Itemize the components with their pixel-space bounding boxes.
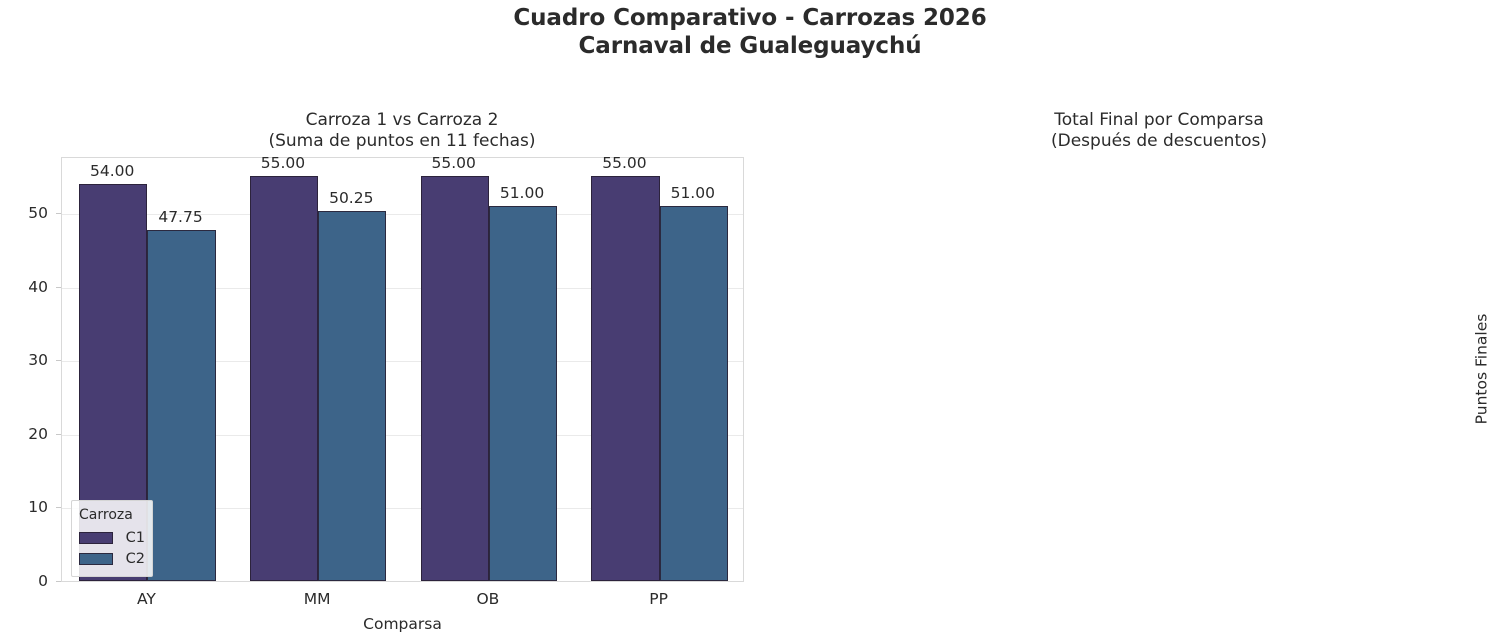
gridline [62, 214, 743, 216]
y-tick-mark [56, 286, 61, 288]
y-tick-label: 30 [28, 351, 48, 370]
right-chart-title-line-2: (Después de descuentos) [1051, 131, 1267, 151]
bar [488, 205, 558, 581]
legend-swatch [79, 531, 113, 544]
bar [659, 205, 728, 581]
bar-value-label: 50.25 [329, 189, 374, 208]
x-tick-label: AY [136, 590, 156, 608]
bar [147, 229, 216, 581]
y-tick-mark [56, 360, 61, 362]
bar [420, 176, 489, 581]
y-tick-label: 0 [38, 572, 48, 590]
gridline [62, 434, 743, 436]
suptitle-line-2: Carnaval de Gualeguaychú [578, 33, 922, 59]
gridline [62, 361, 743, 363]
gridline [62, 287, 743, 289]
suptitle-line-1: Cuadro Comparativo - Carrozas 2026 [513, 5, 987, 31]
legend: Carroza C1 C2 [71, 500, 153, 577]
y-tick-mark [56, 433, 61, 435]
bar-value-label: 55.00 [260, 154, 306, 173]
bar-value-label: 54.00 [90, 161, 135, 180]
right-y-axis-label: Puntos Finales [1472, 313, 1490, 424]
y-tick-mark [56, 213, 61, 215]
x-tick-label: OB [476, 590, 500, 608]
right-chart-title-line-1: Total Final por Comparsa [1054, 110, 1264, 130]
left-chart-title-line-1: Carroza 1 vs Carroza 2 [305, 110, 499, 130]
legend-swatch [79, 552, 113, 565]
legend-item-label: C1 [125, 529, 145, 546]
legend-item-label: C2 [125, 550, 145, 567]
bar [318, 211, 387, 581]
bar-value-label: 47.75 [158, 207, 203, 226]
y-tick-label: 40 [28, 277, 48, 296]
legend-item[interactable]: C2 [79, 548, 145, 569]
bar [249, 176, 319, 581]
y-tick-label: 10 [28, 498, 48, 517]
y-tick-mark [56, 507, 61, 509]
bar-value-label: 55.00 [602, 154, 647, 173]
x-tick-label: PP [649, 590, 668, 608]
legend-item[interactable]: C1 [79, 527, 145, 548]
left-chart-title: Carroza 1 vs Carroza 2 (Suma de puntos e… [60, 110, 744, 152]
right-chart-title: Total Final por Comparsa (Después de des… [818, 110, 1500, 152]
gridline [62, 508, 743, 510]
left-chart-panel: Carroza 1 vs Carroza 2 (Suma de puntos e… [28, 110, 744, 633]
bar-value-label: 51.00 [499, 183, 545, 202]
y-tick-label: 50 [28, 204, 48, 223]
bar [591, 176, 660, 581]
x-tick-label: MM [303, 590, 331, 608]
legend-title: Carroza [79, 507, 133, 523]
bar-value-label: 55.00 [431, 154, 476, 173]
figure-suptitle: Cuadro Comparativo - Carrozas 2026 Carna… [0, 4, 1500, 60]
right-chart-panel: Total Final por Comparsa (Después de des… [745, 0, 1500, 639]
y-tick-mark [56, 581, 61, 582]
left-x-axis-label: Comparsa [363, 615, 442, 633]
y-tick-label: 20 [28, 424, 48, 443]
left-plot-area: Carroza C1 C2 [61, 157, 744, 582]
bar-value-label: 51.00 [670, 183, 715, 202]
left-chart-title-line-2: (Suma de puntos en 11 fechas) [268, 131, 536, 151]
